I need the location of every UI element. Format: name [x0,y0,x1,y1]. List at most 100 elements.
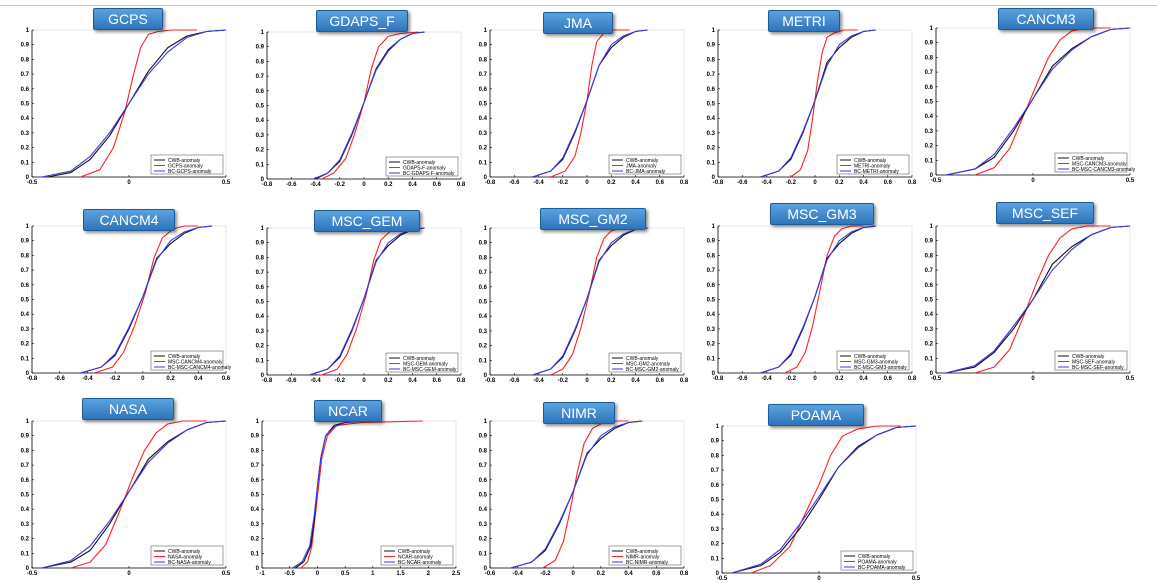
y-tick-label: 0.5 [21,493,30,499]
y-tick-label: 0.2 [251,537,260,543]
y-tick-label: 0.4 [711,512,720,518]
y-tick-label: 0.8 [21,57,30,63]
y-tick-label: 0.3 [707,131,716,137]
y-tick-label: 0.5 [925,298,934,304]
y-tick-label: 0.7 [707,72,716,78]
legend-label: CWB-anomaly [626,549,659,555]
y-tick-label: 1 [712,28,716,34]
y-tick-label: 0.8 [711,453,720,459]
chart-title-badge: MSC_GEM [314,210,420,232]
y-tick-label: 0 [256,566,260,572]
legend-box [1054,350,1128,371]
y-tick-label: 0.8 [479,57,488,63]
x-tick-label: 0.4 [408,378,417,384]
legend-label: BC-GDAPS-F-anomaly [403,171,455,177]
legend-label: MSC-GM2-anomaly [626,361,671,367]
y-tick-label: 0.5 [256,300,265,306]
y-tick-label: 1 [484,28,488,34]
y-tick-label: 1 [484,419,488,425]
y-tick-label: 0.6 [925,283,934,289]
x-tick-label: -0.5 [931,376,942,382]
y-tick-label: 0.8 [256,255,265,261]
x-tick-label: -0.4 [513,571,524,577]
series-line-corrected [945,225,1131,374]
legend-label: CWB-anomaly [858,554,891,560]
x-tick-label: 0.6 [433,378,442,384]
y-tick-label: 1 [261,30,265,36]
y-tick-label: 0.5 [711,498,720,504]
y-tick-label: 0 [26,175,30,181]
legend-label: CWB-anomaly [1072,354,1105,360]
y-tick-label: 0.9 [479,241,488,247]
y-tick-label: 0.2 [711,542,720,548]
series-line-corrected [41,29,227,178]
legend-label: BC-NCAR-anomaly [398,560,442,566]
y-tick-label: 0.5 [251,493,260,499]
chart-title-badge: POAMA [768,404,864,426]
x-tick-label: -0.6 [509,378,520,384]
y-tick-label: 0.6 [21,478,30,484]
legend-label: CWB-anomaly [168,158,201,164]
y-tick-label: 0.7 [256,74,265,80]
x-tick-label: -0.5 [27,180,38,186]
series-line-corrected [510,420,643,569]
y-tick-label: 0 [261,373,265,379]
y-tick-label: 0.9 [925,41,934,47]
legend-label: MSC-CANCM3-anomaly [1072,161,1127,167]
y-tick-label: 0.8 [707,253,716,259]
x-tick-label: 0 [362,182,366,188]
y-tick-label: 0.4 [479,314,488,320]
y-tick-label: 0 [261,177,265,183]
y-tick-label: 0.4 [707,312,716,318]
y-tick-label: 0.6 [707,283,716,289]
y-tick-label: 0 [26,371,30,377]
chart-title-badge: GDAPS_F [316,10,408,32]
y-tick-label: 0.1 [707,160,716,166]
y-tick-label: 0.1 [21,160,30,166]
x-tick-label: 0.4 [631,180,640,186]
y-tick-label: 0 [930,173,934,179]
x-tick-label: 0.2 [166,376,175,382]
x-tick-label: 0.8 [680,571,689,577]
x-tick-label: -1 [259,571,265,577]
legend-label: CWB-anomaly [398,549,431,555]
y-tick-label: 0.1 [925,356,934,362]
series-line-raw [321,31,419,180]
series-line-raw [974,225,1111,374]
y-tick-label: 0.5 [707,102,716,108]
y-tick-label: 0.8 [479,255,488,261]
legend-label: CWB-anomaly [168,354,201,360]
y-tick-label: 0.3 [479,131,488,137]
x-tick-label: 2.5 [452,571,461,577]
legend-label: MSC-SEF-anomaly [1072,359,1116,365]
series-line-corrected [80,225,213,374]
chart-title-badge: GCPS [93,8,163,30]
legend-label: CWB-anomaly [403,356,436,362]
y-tick-label: 0 [712,175,716,181]
y-tick-label: 0.3 [256,329,265,335]
y-tick-label: 0.6 [479,285,488,291]
legend-box [608,352,682,373]
x-tick-label: -0.4 [310,182,321,188]
y-tick-label: 0 [712,371,716,377]
x-tick-label: -0.4 [761,180,772,186]
y-tick-label: 0.6 [479,87,488,93]
y-tick-label: 0.8 [251,448,260,454]
y-tick-label: 0.1 [21,551,30,557]
legend-label: NASA-anomaly [168,554,203,560]
legend-box [608,154,682,175]
legend-label: BC-POAMA-anomaly [858,565,906,571]
legend-label: MSC-CANCM4-anomaly [168,359,223,365]
x-tick-label: -0.2 [110,376,121,382]
legend-box [150,350,224,371]
y-tick-label: 0.4 [256,118,265,124]
y-tick-label: 0.1 [711,556,720,562]
y-tick-label: 0.2 [479,146,488,152]
chart-title-badge: NIMR [543,402,615,424]
x-tick-label: -0.2 [540,571,551,577]
y-tick-label: 0.7 [925,70,934,76]
legend-label: BC-GCPS-anomaly [168,169,212,175]
x-tick-label: -0.8 [262,378,273,384]
